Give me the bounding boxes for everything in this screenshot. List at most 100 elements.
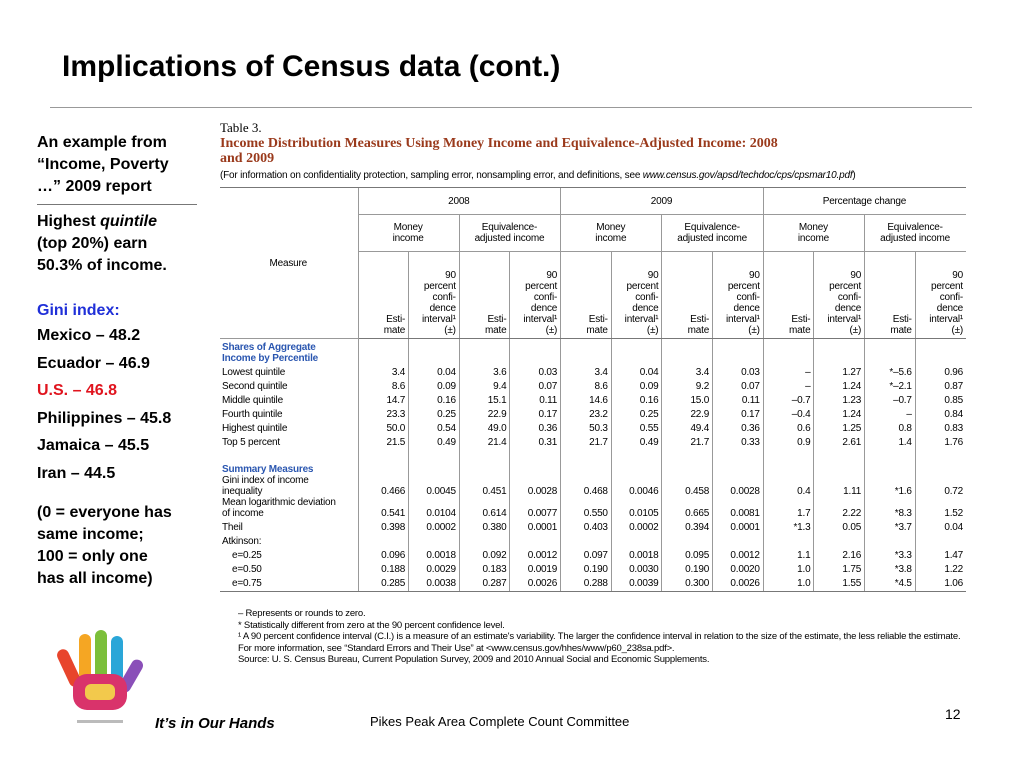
cell bbox=[509, 533, 561, 547]
section-row: Summary Measures bbox=[220, 458, 966, 475]
cell: 0.9 bbox=[762, 434, 814, 448]
cell: 0.466 bbox=[357, 475, 409, 497]
table-row: Second quintile 8.6 0.09 9.4 0.07 8.6 0.09 9.2 0… bbox=[220, 378, 966, 392]
cell: 0.0081 bbox=[712, 497, 764, 519]
cell: 0.31 bbox=[509, 434, 561, 448]
cell bbox=[712, 458, 764, 475]
row-label: e=0.50 bbox=[232, 564, 262, 575]
separator bbox=[37, 204, 197, 205]
row-label: Lowest quintile bbox=[222, 367, 286, 378]
cell bbox=[813, 338, 865, 364]
row-label: Second quintile bbox=[222, 381, 288, 392]
cell bbox=[560, 533, 612, 547]
row-label: e=0.75 bbox=[220, 575, 358, 592]
emphasis: quintile bbox=[100, 213, 158, 230]
cell bbox=[762, 533, 814, 547]
url: www.census.gov/apsd/techdoc/cps/cpsmar10… bbox=[642, 170, 853, 181]
cell: 0.0045 bbox=[408, 475, 460, 497]
cell: 0.0012 bbox=[509, 547, 561, 561]
cell bbox=[914, 338, 966, 364]
table-row: Theil 0.398 0.0002 0.380 0.0001 0.403 0.0002 0.… bbox=[220, 519, 966, 533]
cell bbox=[661, 338, 713, 364]
cell bbox=[762, 338, 814, 364]
footnote: ¹ A 90 percent confidence interval (C.I.… bbox=[238, 631, 961, 654]
cell: 1.52 bbox=[914, 497, 966, 519]
estimate-header: Esti- mate bbox=[661, 251, 713, 339]
logo-hand bbox=[57, 630, 143, 723]
cell: 0.36 bbox=[509, 420, 561, 434]
cell bbox=[610, 448, 662, 458]
table-row: Highest quintile 50.0 0.54 49.0 0.36 50.3 0.55… bbox=[220, 420, 966, 434]
cell: 0.09 bbox=[408, 378, 460, 392]
cell: 0.6 bbox=[762, 420, 814, 434]
cell: 1.11 bbox=[813, 475, 865, 497]
cell: 1.24 bbox=[813, 406, 865, 420]
cell: 0.380 bbox=[458, 519, 510, 533]
cell: 0.0104 bbox=[408, 497, 460, 519]
text: ) bbox=[852, 170, 856, 181]
estimate-header: Esti- mate bbox=[560, 251, 612, 339]
cell bbox=[357, 458, 409, 475]
cell: 0.190 bbox=[560, 561, 612, 575]
cell: 0.0020 bbox=[712, 561, 764, 575]
cell: 1.23 bbox=[813, 392, 865, 406]
cell: 9.4 bbox=[458, 378, 510, 392]
cell bbox=[509, 338, 561, 364]
cell: 3.4 bbox=[357, 364, 409, 378]
cell bbox=[560, 448, 612, 458]
cell: 0.04 bbox=[408, 364, 460, 378]
section-title: Shares of Aggregate Income by Percentile bbox=[222, 342, 319, 364]
table-row: e=0.75 0.285 0.0038 0.287 0.0026 0.288 0.0039 0… bbox=[220, 575, 966, 592]
cell bbox=[357, 533, 409, 547]
cell: 1.0 bbox=[762, 575, 814, 592]
cell: 50.0 bbox=[357, 420, 409, 434]
cell: 0.0039 bbox=[610, 575, 662, 592]
cell: 0.092 bbox=[458, 547, 510, 561]
cell: 0.36 bbox=[712, 420, 764, 434]
cell bbox=[712, 533, 764, 547]
cell: 0.0002 bbox=[408, 519, 460, 533]
group-header: 2008 bbox=[357, 187, 561, 215]
cell: 1.27 bbox=[813, 364, 865, 378]
estimate-header: Esti- mate bbox=[762, 251, 814, 339]
cell: –0.7 bbox=[762, 392, 814, 406]
cell: 1.25 bbox=[813, 420, 865, 434]
cell bbox=[762, 448, 814, 458]
cell bbox=[813, 458, 865, 475]
cell: 0.188 bbox=[357, 561, 409, 575]
cell: 9.2 bbox=[661, 378, 713, 392]
cell: 0.097 bbox=[560, 547, 612, 561]
table-row: e=0.50 0.188 0.0029 0.183 0.0019 0.190 0.0030 0… bbox=[220, 561, 966, 575]
cell: 1.7 bbox=[762, 497, 814, 519]
cell: 0.394 bbox=[661, 519, 713, 533]
cell: 0.96 bbox=[914, 364, 966, 378]
cell: 0.33 bbox=[712, 434, 764, 448]
cell bbox=[762, 458, 814, 475]
estimate-header: Esti- mate bbox=[864, 251, 916, 339]
cell: 23.3 bbox=[357, 406, 409, 420]
cell: 0.55 bbox=[610, 420, 662, 434]
cell: 1.4 bbox=[864, 434, 916, 448]
group-header: 2009 bbox=[560, 187, 764, 215]
estimate-header: Esti- mate bbox=[357, 251, 409, 339]
cell: 0.0018 bbox=[610, 547, 662, 561]
cell bbox=[408, 458, 460, 475]
section-row: Shares of Aggregate Income by Percentile bbox=[220, 338, 966, 364]
cell bbox=[813, 533, 865, 547]
cell: *8.3 bbox=[864, 497, 916, 519]
cell: 0.83 bbox=[914, 420, 966, 434]
cell: 0.398 bbox=[357, 519, 409, 533]
table-row: Atkinson: bbox=[220, 533, 966, 547]
cell: 0.0001 bbox=[509, 519, 561, 533]
cell: 21.5 bbox=[357, 434, 409, 448]
cell bbox=[712, 448, 764, 458]
cell: 0.287 bbox=[458, 575, 510, 592]
cell: 0.0019 bbox=[509, 561, 561, 575]
scale-note: (0 = everyone has same income; 100 = onl… bbox=[37, 503, 172, 587]
cell: 1.1 bbox=[762, 547, 814, 561]
cell bbox=[357, 448, 409, 458]
cell: *3.7 bbox=[864, 519, 916, 533]
cell: 0.07 bbox=[509, 378, 561, 392]
cell: – bbox=[762, 364, 814, 378]
